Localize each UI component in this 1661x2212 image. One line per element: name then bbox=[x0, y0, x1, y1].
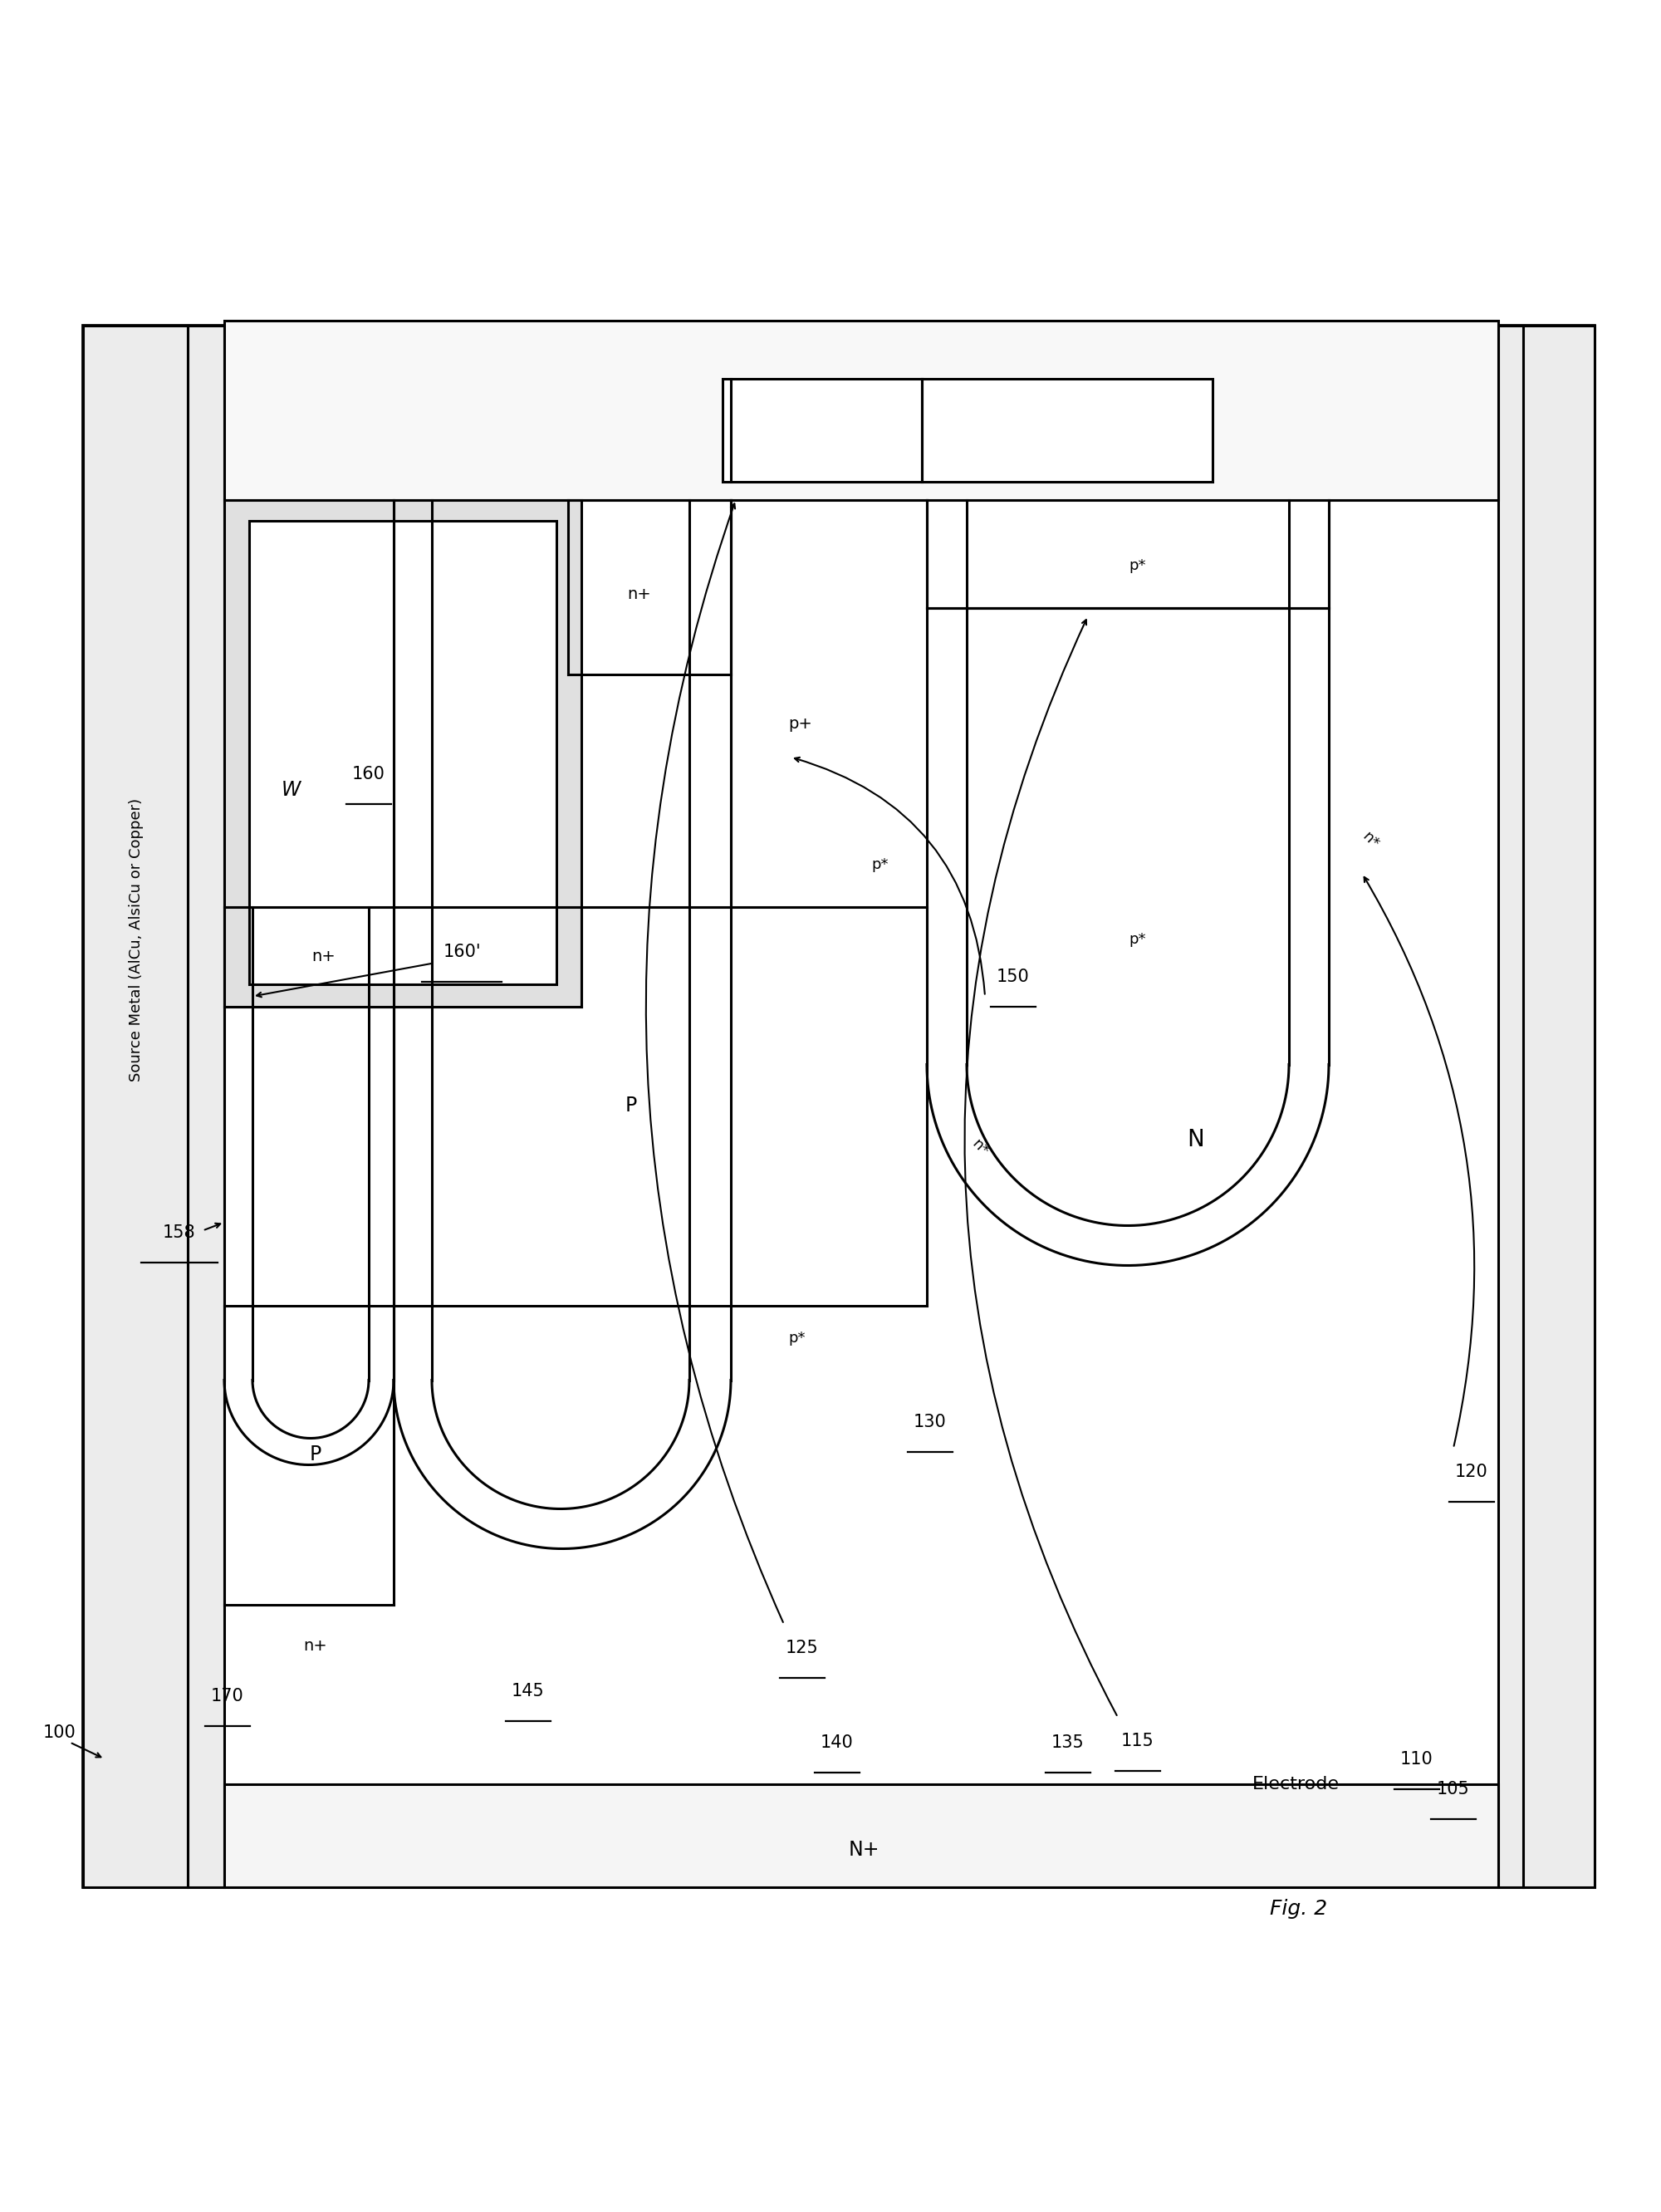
Text: N: N bbox=[1188, 1128, 1204, 1150]
Text: 170: 170 bbox=[211, 1688, 244, 1703]
Text: 158: 158 bbox=[163, 1223, 196, 1241]
Text: n+: n+ bbox=[304, 1639, 327, 1655]
Text: p*: p* bbox=[1129, 933, 1146, 947]
Text: p*: p* bbox=[1129, 560, 1146, 573]
Text: Fig. 2: Fig. 2 bbox=[1271, 1898, 1327, 1918]
Text: p+: p+ bbox=[789, 717, 812, 732]
Text: 110: 110 bbox=[1400, 1750, 1433, 1767]
Text: 160': 160' bbox=[443, 942, 480, 960]
Bar bbox=[1498, 325, 1595, 1887]
Bar bbox=[224, 500, 1498, 1783]
Bar bbox=[224, 1783, 1498, 1887]
Bar bbox=[83, 325, 188, 1887]
Bar bbox=[224, 500, 581, 1006]
Text: 125: 125 bbox=[786, 1639, 819, 1657]
Text: 145: 145 bbox=[512, 1683, 545, 1699]
Text: p*: p* bbox=[789, 1332, 806, 1347]
Text: 130: 130 bbox=[914, 1413, 947, 1429]
Text: n+: n+ bbox=[312, 949, 336, 964]
Text: Electrode: Electrode bbox=[1252, 1776, 1339, 1792]
Text: 105: 105 bbox=[1437, 1781, 1470, 1796]
Bar bbox=[922, 378, 1213, 482]
Text: 115: 115 bbox=[1121, 1732, 1154, 1750]
Bar bbox=[224, 321, 1498, 500]
Bar bbox=[249, 522, 556, 984]
Text: Source Metal (AlCu, AlsiCu or Copper): Source Metal (AlCu, AlsiCu or Copper) bbox=[130, 799, 145, 1082]
Text: 100: 100 bbox=[43, 1723, 76, 1741]
Text: n+: n+ bbox=[628, 586, 651, 602]
Text: P: P bbox=[309, 1444, 322, 1464]
Text: P: P bbox=[625, 1095, 638, 1117]
Text: n*: n* bbox=[1359, 830, 1382, 852]
Bar bbox=[188, 325, 224, 1887]
Text: 120: 120 bbox=[1455, 1462, 1488, 1480]
Text: 135: 135 bbox=[1051, 1734, 1085, 1750]
Text: p*: p* bbox=[872, 858, 889, 872]
Text: N+: N+ bbox=[849, 1840, 879, 1860]
Text: n*: n* bbox=[968, 1137, 992, 1159]
Text: 150: 150 bbox=[997, 969, 1030, 984]
Text: 140: 140 bbox=[821, 1734, 854, 1750]
Text: 160: 160 bbox=[352, 765, 385, 783]
Text: W: W bbox=[281, 781, 301, 801]
Bar bbox=[723, 378, 922, 482]
